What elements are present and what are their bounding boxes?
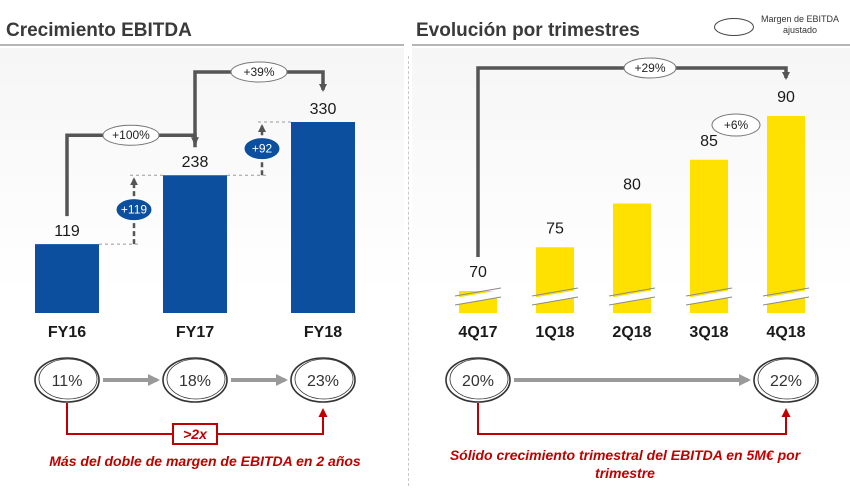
- header-bar: [0, 0, 850, 48]
- axis-break-gap-0: [455, 290, 501, 305]
- axis-break-line-b-2: [608, 296, 656, 306]
- bar-value-3q18: 85: [700, 133, 718, 150]
- multiplier-label: >2x: [183, 426, 208, 442]
- axis-break-gap-4: [763, 290, 809, 305]
- axis-break-line-b-0: [454, 296, 502, 306]
- category-label-4q17: 4Q17: [458, 324, 497, 341]
- margin-fy16-circle-inner: [38, 358, 98, 400]
- increment-badge-1: [243, 137, 281, 161]
- quarter-bracket: [477, 403, 791, 435]
- margin-4q17-circle-inner: [449, 358, 509, 400]
- axis-break-line-b-4: [762, 296, 810, 306]
- category-label-fy17: FY17: [176, 324, 214, 341]
- axis-break-line-a-1: [531, 287, 579, 297]
- bar-3q18: [690, 159, 728, 313]
- bar-fy17: [163, 175, 227, 313]
- axis-break-line-a-2: [608, 287, 656, 297]
- axis-break-gap-2: [609, 290, 655, 305]
- growth-0-pill: [102, 124, 160, 146]
- category-label-fy16: FY16: [48, 324, 86, 341]
- right-title-rule: [412, 44, 850, 46]
- margin-fy16-circle: [34, 357, 100, 403]
- margin-4q17-circle: [445, 357, 511, 403]
- margin-4q18-circle: [753, 357, 819, 403]
- bar-value-fy16: 119: [54, 223, 80, 240]
- axis-break-line-b-1: [531, 296, 579, 306]
- margin-fy16-value: 11%: [52, 373, 83, 390]
- axis-break-gap-3: [686, 290, 732, 305]
- axis-break-line-a-3: [685, 287, 733, 297]
- right-footnote: Sólido crecimiento trimestral del EBITDA…: [449, 447, 801, 481]
- margin-4q18-value: 22%: [770, 373, 802, 390]
- margin-fy18-circle: [290, 357, 356, 403]
- category-label-3q18: 3Q18: [689, 324, 728, 341]
- growth-0-label: +100%: [112, 128, 150, 142]
- legend-label-line2: ajustado: [782, 25, 818, 35]
- margin-4q18-circle-inner: [757, 358, 817, 400]
- axis-break-line-b-3: [685, 296, 733, 306]
- bar-value-1q18: 75: [546, 220, 564, 237]
- growth-last-quarter-label: +6%: [724, 118, 749, 132]
- category-label-2q18: 2Q18: [612, 324, 651, 341]
- axis-break-line-a-4: [762, 287, 810, 297]
- increment-label-0: +119: [121, 203, 147, 217]
- right-section-title: Evolución por trimestres: [416, 20, 640, 41]
- bar-fy16: [35, 244, 99, 313]
- growth-1-pill: [230, 61, 288, 83]
- legend-oval-icon: [714, 18, 754, 36]
- axis-break-gap-1: [532, 290, 578, 305]
- bar-fy18: [291, 122, 355, 313]
- bar-4q18: [767, 116, 805, 313]
- bar-value-2q18: 80: [623, 177, 641, 194]
- bar-value-fy17: 238: [182, 154, 209, 171]
- increment-badge-0: [115, 198, 153, 222]
- panel-divider: [408, 56, 409, 486]
- left-title-rule: [0, 44, 404, 46]
- margin-fy17-circle: [162, 357, 228, 403]
- growth-quarterly-pill: [623, 57, 677, 79]
- bar-value-4q17: 70: [469, 264, 487, 281]
- margin-fy18-value: 23%: [307, 373, 339, 390]
- multiplier-box: [172, 423, 218, 445]
- margin-fy17-value: 18%: [179, 373, 211, 390]
- axis-break-line-a-0: [454, 287, 502, 297]
- left-footnote: Más del doble de margen de EBITDA en 2 a…: [49, 453, 361, 469]
- category-label-1q18: 1Q18: [535, 324, 574, 341]
- legend-label-line1: Margen de EBITDA: [760, 14, 840, 24]
- increment-label-1: +92: [252, 142, 273, 156]
- left-section-title: Crecimiento EBITDA: [6, 20, 192, 41]
- bar-value-fy18: 330: [310, 101, 337, 118]
- category-label-4q18: 4Q18: [766, 324, 805, 341]
- margin-4q17-value: 20%: [462, 373, 494, 390]
- growth-last-quarter-pill: [711, 113, 761, 137]
- legend-label: Margen de EBITDA ajustado: [758, 14, 842, 36]
- category-label-fy18: FY18: [304, 324, 342, 341]
- margin-fy17-circle-inner: [166, 358, 226, 400]
- growth-1-label: +39%: [243, 65, 274, 79]
- growth-quarterly-label: +29%: [634, 61, 665, 75]
- margin-fy18-circle-inner: [294, 358, 354, 400]
- bar-value-4q18: 90: [777, 89, 795, 106]
